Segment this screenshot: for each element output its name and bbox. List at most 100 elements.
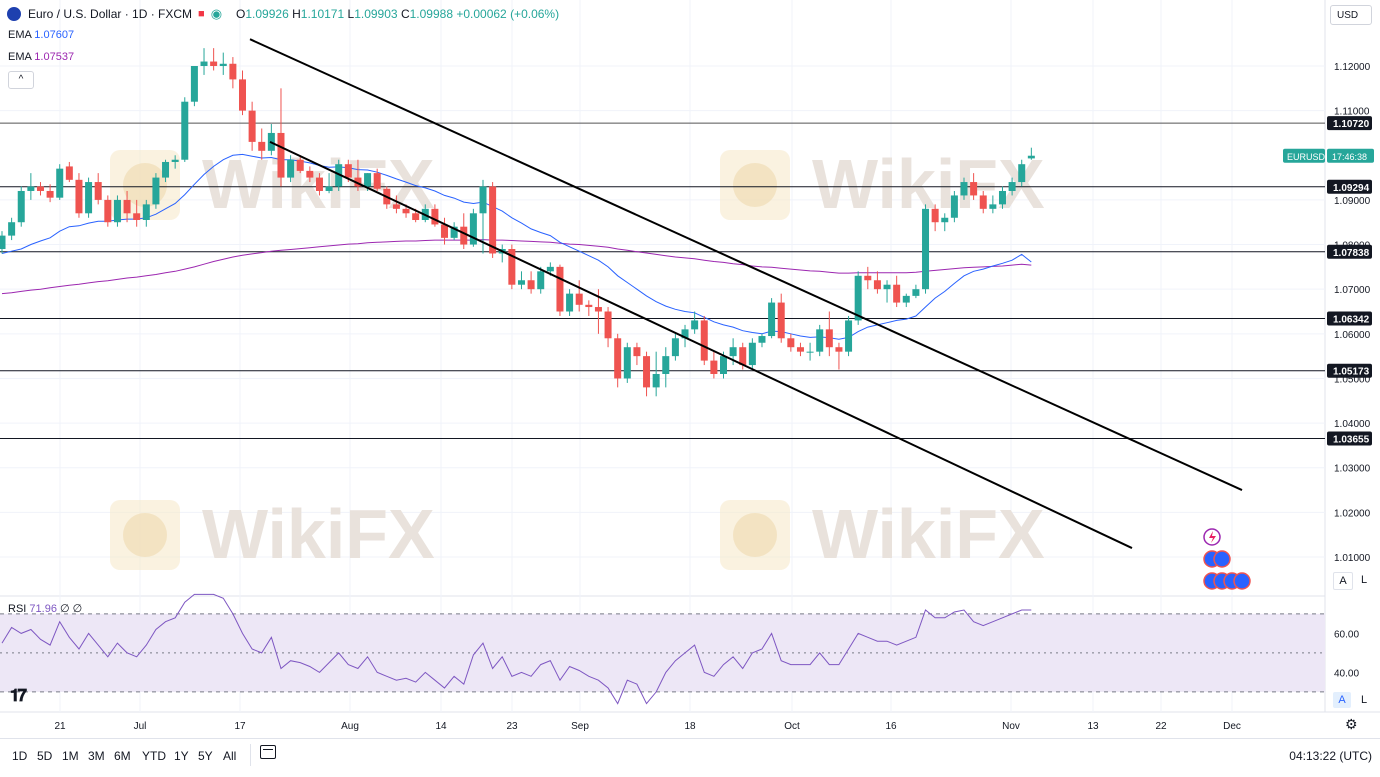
candle-body: [315, 177, 323, 191]
candle-body: [739, 347, 747, 366]
rsi-auto-scale-button[interactable]: A: [1333, 692, 1351, 708]
candle-body: [864, 275, 872, 281]
collapse-indicators-button[interactable]: ^: [8, 71, 34, 89]
time-tick: 16: [885, 721, 897, 732]
countdown-label: 17:46:38: [1332, 152, 1367, 162]
candle-body: [460, 226, 468, 245]
level-price-label: 1.07838: [1333, 248, 1370, 259]
candle-body: [671, 338, 679, 357]
price-tick: 1.06000: [1334, 330, 1371, 341]
event-markers[interactable]: [1203, 528, 1251, 590]
timeframe-6m[interactable]: 6M: [114, 749, 131, 763]
candle-body: [123, 199, 131, 214]
level-price-tag: [1327, 179, 1372, 194]
currency-button[interactable]: USD: [1330, 5, 1372, 25]
watermark-logo-mark: [733, 513, 777, 557]
price-tick: 1.12000: [1334, 62, 1371, 73]
candle-body: [17, 190, 25, 223]
candle-body: [219, 63, 227, 66]
timeframe-1m[interactable]: 1M: [62, 749, 79, 763]
candle-body: [527, 280, 535, 290]
ema-fast-legend[interactable]: EMA 1.07607: [8, 29, 75, 41]
candle-body: [229, 63, 237, 80]
price-tick: 1.11000: [1334, 107, 1370, 118]
candle-body: [171, 159, 179, 162]
candle-body: [8, 222, 16, 236]
candle-body: [922, 208, 930, 290]
candle-body: [537, 271, 545, 290]
rsi-log-scale-button[interactable]: L: [1360, 694, 1368, 706]
symbol-title[interactable]: Euro / U.S. Dollar · 1D · FXCM: [28, 7, 193, 21]
price-tick: 1.03000: [1334, 464, 1371, 475]
candle-body: [162, 161, 170, 178]
candle-body: [296, 159, 304, 171]
ema-slow-legend[interactable]: EMA 1.07537: [8, 51, 75, 63]
candle-body: [248, 110, 256, 142]
candle-body: [402, 208, 410, 214]
utc-clock[interactable]: 04:13:22 (UTC): [1289, 749, 1372, 763]
toolbar-divider: [250, 744, 251, 766]
time-axis[interactable]: 21 Jul 17 Aug 14 23 Sep 18 Oct 16 Nov 13 22 Dec: [54, 721, 1240, 732]
candle-body: [344, 164, 352, 178]
time-tick: 21: [54, 721, 66, 732]
flag-marker-icon[interactable]: ■: [198, 8, 205, 20]
candle-body: [200, 61, 208, 66]
trendlines[interactable]: [249, 38, 1243, 549]
candle-body: [941, 217, 949, 223]
timeframe-5y[interactable]: 5Y: [198, 749, 213, 763]
candle-body: [46, 190, 54, 198]
candle-body: [700, 320, 708, 361]
level-price-tag: [1327, 311, 1372, 326]
timeframe-1d[interactable]: 1D: [12, 749, 28, 763]
candle-body: [825, 329, 833, 348]
time-tick: Oct: [784, 721, 800, 732]
timeframe-all[interactable]: All: [223, 749, 237, 763]
chart-grid: [0, 0, 1380, 713]
trendline-lower: [269, 140, 1133, 549]
candle-body: [787, 338, 795, 348]
candle-body: [970, 182, 978, 196]
candle-body: [594, 307, 602, 312]
candle-body: [691, 320, 699, 330]
rsi-pane[interactable]: [0, 593, 1325, 705]
market-open-icon: ◉: [210, 6, 223, 21]
candle-body: [893, 284, 901, 303]
ohlc-readout: O1.09926 H1.10171 L1.09903 C1.09988 +0.0…: [236, 7, 560, 21]
candle-body: [441, 224, 449, 238]
candle-body: [412, 213, 420, 220]
timeframe-ytd[interactable]: YTD: [142, 749, 166, 763]
candle-body: [0, 235, 6, 250]
candle-body: [729, 347, 737, 357]
rsi-legend[interactable]: RSI 71.96 ∅ ∅: [8, 603, 83, 615]
candle-body: [152, 177, 160, 205]
candle-body: [392, 204, 400, 209]
candle-body: [354, 177, 362, 187]
price-axis[interactable]: 1.120001.110001.090001.080001.070001.060…: [1283, 62, 1374, 679]
timeframe-5d[interactable]: 5D: [37, 749, 53, 763]
watermark-text: WikiFX: [812, 495, 1045, 573]
price-tick: 1.09000: [1334, 196, 1371, 207]
candle-body: [104, 199, 112, 223]
candle-body: [902, 295, 910, 303]
candle-body: [287, 159, 295, 178]
price-tick: 1.02000: [1334, 508, 1371, 519]
time-tick: 17: [234, 721, 246, 732]
candle-body: [113, 199, 121, 223]
log-scale-button[interactable]: L: [1360, 574, 1368, 586]
time-tick: 23: [506, 721, 518, 732]
candle-body: [575, 293, 583, 305]
rsi-tick: 60.00: [1334, 629, 1359, 640]
horizontal-levels[interactable]: [0, 122, 1325, 439]
settings-icon[interactable]: ⚙: [1345, 716, 1358, 732]
tradingview-logo[interactable]: 𝟏𝟕: [10, 686, 27, 705]
timeframe-3m[interactable]: 3M: [88, 749, 105, 763]
auto-scale-button[interactable]: A: [1333, 572, 1353, 590]
timeframe-1y[interactable]: 1Y: [174, 749, 189, 763]
calendar-icon[interactable]: [260, 745, 276, 759]
candle-body: [950, 195, 958, 218]
level-price-tag: [1327, 363, 1372, 378]
candle-body: [566, 293, 574, 312]
candle-body: [845, 320, 853, 352]
